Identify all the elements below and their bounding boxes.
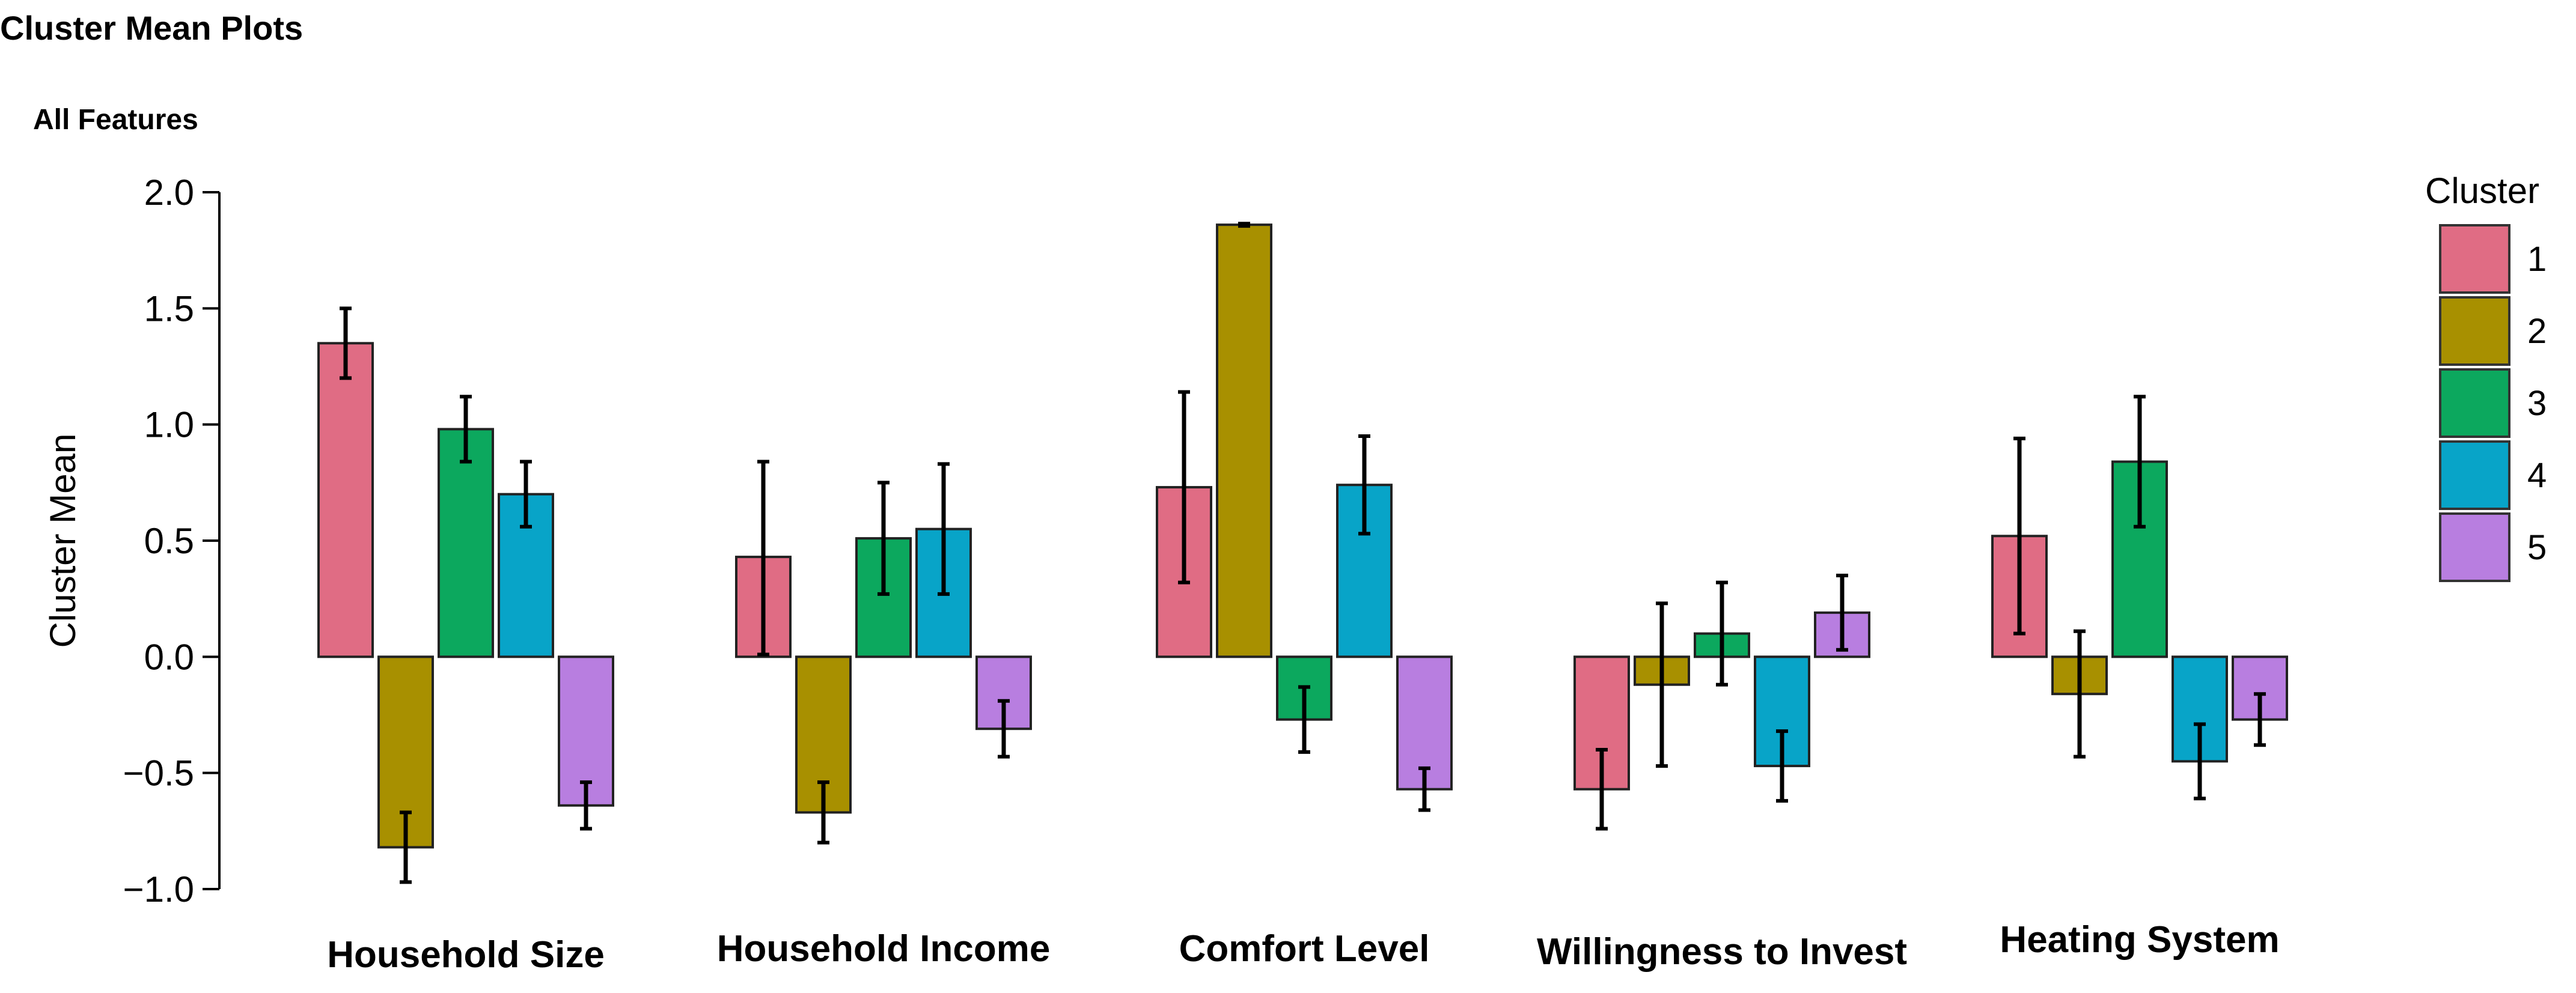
legend-label-2: 2	[2527, 312, 2547, 351]
legend-swatch-2	[2439, 296, 2510, 366]
y-tick-label: 2.0	[144, 172, 194, 213]
y-tick-label: 1.5	[144, 288, 194, 329]
page-title: Cluster Mean Plots	[0, 9, 304, 47]
legend-label-4: 4	[2527, 456, 2547, 495]
y-tick-label: 0.0	[144, 637, 194, 677]
category-label: Household Income	[717, 928, 1051, 970]
x-axis-labels: Household Size Household Income Comfort Le…	[327, 919, 2279, 976]
bar-cluster-3	[438, 428, 494, 658]
legend-swatch-5	[2439, 512, 2510, 582]
y-axis-title: Cluster Mean	[43, 434, 83, 648]
category-label: Heating System	[2000, 919, 2279, 961]
y-tick-label: 0.5	[144, 521, 194, 561]
category-label: Willingness to Invest	[1537, 931, 1907, 973]
category-label: Comfort Level	[1179, 928, 1430, 970]
legend-swatch-1	[2439, 224, 2510, 294]
bar-cluster-1	[317, 342, 374, 658]
legend-label-5: 5	[2527, 528, 2547, 567]
bars-group	[317, 222, 2288, 884]
category-label: Household Size	[327, 934, 605, 976]
legend: Cluster 1 2 3 4 5	[2425, 171, 2547, 582]
y-tick-label: −1.0	[123, 869, 194, 909]
y-tick-label: 1.0	[144, 405, 194, 445]
legend-label-3: 3	[2527, 384, 2547, 423]
legend-swatch-3	[2439, 368, 2510, 438]
legend-label-1: 1	[2527, 240, 2547, 279]
y-tick-label: −0.5	[123, 753, 194, 794]
y-axis: 2.0 1.5 1.0 0.5 0.0 −0.5 −1.0 Cluster Mean	[43, 172, 221, 909]
bar-cluster-5	[1396, 655, 1453, 791]
bar-cluster-2	[1216, 223, 1272, 658]
page-subtitle: All Features	[33, 104, 198, 136]
legend-title: Cluster	[2425, 171, 2539, 211]
legend-swatch-4	[2439, 440, 2510, 510]
